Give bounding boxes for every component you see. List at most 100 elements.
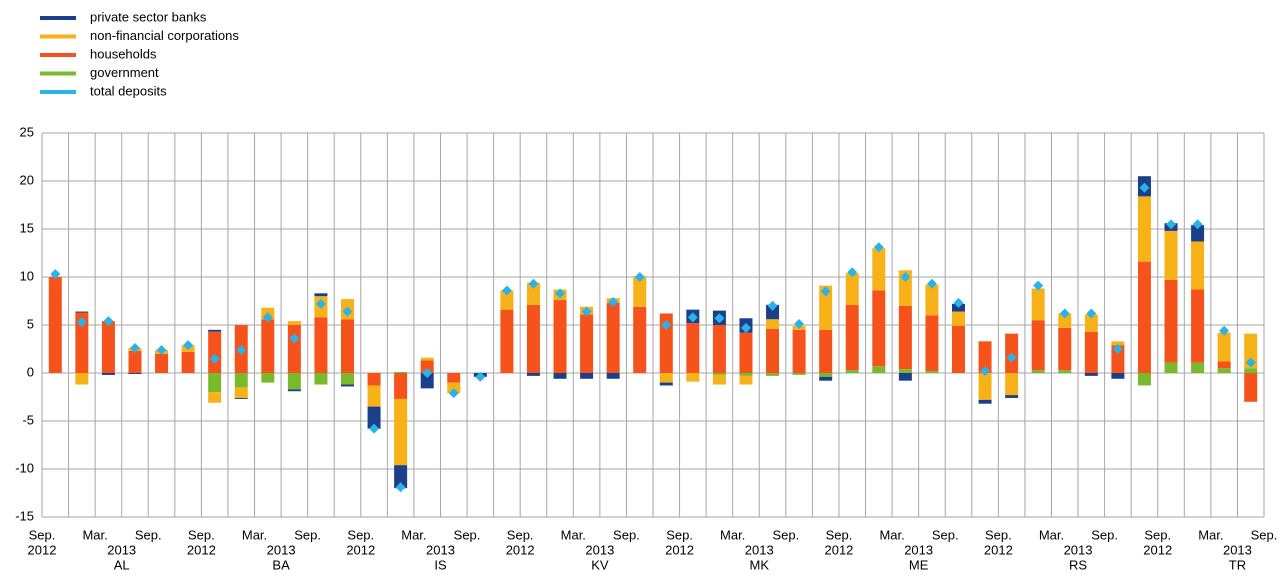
- bar-segment: [766, 373, 780, 376]
- bar-segment: [606, 302, 620, 373]
- x-year-label: 2013: [426, 542, 455, 557]
- bar-segment: [1244, 368, 1258, 373]
- total-marker: [555, 288, 566, 299]
- total-marker: [76, 317, 87, 328]
- bar-segment: [1137, 196, 1151, 262]
- bar-segment: [314, 373, 328, 385]
- bar-segment: [1058, 327, 1072, 371]
- bar-segment: [739, 375, 753, 385]
- x-group-label: KV: [591, 557, 609, 572]
- total-marker: [687, 312, 698, 323]
- bar-segment: [845, 370, 859, 373]
- x-tick-label: Sep.: [1251, 527, 1278, 542]
- total-marker: [980, 366, 991, 377]
- x-year-label: 2012: [665, 542, 694, 557]
- total-marker: [475, 371, 486, 382]
- bar-segment: [633, 276, 647, 307]
- bar-segment: [633, 306, 647, 373]
- bar-segment: [739, 373, 753, 376]
- x-tick-label: Sep.: [985, 527, 1012, 542]
- bar-segment: [898, 270, 912, 306]
- total-marker: [448, 388, 459, 399]
- legend-label: non-financial corporations: [90, 28, 239, 43]
- bar-segment: [925, 284, 939, 316]
- legend-label: total deposits: [90, 83, 167, 98]
- bar-segment: [367, 406, 381, 429]
- bar-segment: [712, 374, 726, 385]
- bar-segment: [341, 373, 354, 385]
- bar-segment: [1031, 320, 1045, 371]
- x-year-label: 2012: [187, 542, 216, 557]
- x-tick-label: Sep.: [772, 527, 799, 542]
- bar-segment: [872, 290, 886, 367]
- x-tick-label: Mar.: [242, 527, 267, 542]
- x-tick-label: Sep.: [1144, 527, 1171, 542]
- x-year-label: 2012: [28, 542, 57, 557]
- bar-segment: [1005, 373, 1019, 396]
- bar-segment: [208, 392, 222, 403]
- bar-segment: [712, 373, 726, 375]
- bar-segment: [1058, 313, 1072, 328]
- total-marker: [1139, 182, 1150, 193]
- total-marker: [1112, 344, 1123, 354]
- bar-segment: [128, 350, 142, 373]
- y-tick-label: 15: [20, 220, 34, 235]
- bar-segment: [1084, 373, 1098, 376]
- bar-segment: [101, 373, 115, 375]
- bar-segment: [208, 329, 222, 332]
- x-year-label: 2013: [904, 542, 933, 557]
- bar-segment: [394, 372, 408, 373]
- y-tick-label: -5: [22, 412, 34, 427]
- legend-label: government: [90, 65, 159, 80]
- x-tick-label: Sep.: [613, 527, 640, 542]
- bar-segment: [792, 329, 806, 373]
- bar-segment: [872, 366, 886, 373]
- bar-segment: [526, 304, 540, 373]
- legend-label: households: [90, 46, 157, 61]
- x-tick-label: Sep.: [666, 527, 693, 542]
- bar-segment: [75, 312, 89, 373]
- x-group-label: BA: [272, 557, 290, 572]
- total-marker: [847, 267, 858, 278]
- total-marker: [183, 340, 194, 351]
- bar-segment: [978, 341, 992, 373]
- bar-segment: [659, 382, 673, 386]
- x-tick-label: Mar.: [1198, 527, 1223, 542]
- bar-segment: [234, 373, 248, 388]
- bar-segment: [447, 382, 461, 394]
- total-marker: [1245, 357, 1256, 368]
- x-year-label: 2013: [745, 542, 774, 557]
- bar-segment: [819, 329, 833, 373]
- x-tick-label: Mar.: [82, 527, 107, 542]
- x-tick-label: Mar.: [561, 527, 586, 542]
- y-tick-label: 10: [20, 268, 34, 283]
- bar-segment: [1191, 362, 1205, 373]
- bar-segment: [1111, 341, 1125, 346]
- total-marker: [236, 344, 247, 355]
- bar-segment: [314, 317, 328, 373]
- bar-segment: [659, 313, 673, 373]
- total-marker: [820, 286, 831, 297]
- y-tick-label: 0: [27, 364, 34, 379]
- bar-segment: [659, 373, 673, 383]
- x-tick-label: Mar.: [879, 527, 904, 542]
- x-tick-label: Sep.: [507, 527, 534, 542]
- x-tick-label: Sep.: [135, 527, 162, 542]
- x-group-label: RS: [1069, 557, 1087, 572]
- total-marker: [501, 285, 512, 296]
- x-year-label: 2013: [107, 542, 136, 557]
- total-marker: [714, 313, 725, 324]
- x-tick-label: Sep.: [347, 527, 374, 542]
- total-marker: [209, 353, 220, 364]
- total-marker: [581, 306, 592, 317]
- bar-segment: [394, 398, 408, 466]
- bar-segment: [686, 323, 700, 373]
- x-tick-label: Sep.: [454, 527, 481, 542]
- total-marker: [767, 300, 778, 311]
- bar-segment: [420, 360, 434, 373]
- x-group-label: ME: [909, 557, 929, 572]
- bar-segment: [234, 397, 248, 399]
- bar-segment: [925, 315, 939, 372]
- bar-segment: [101, 321, 115, 373]
- bar-segment: [1191, 225, 1205, 242]
